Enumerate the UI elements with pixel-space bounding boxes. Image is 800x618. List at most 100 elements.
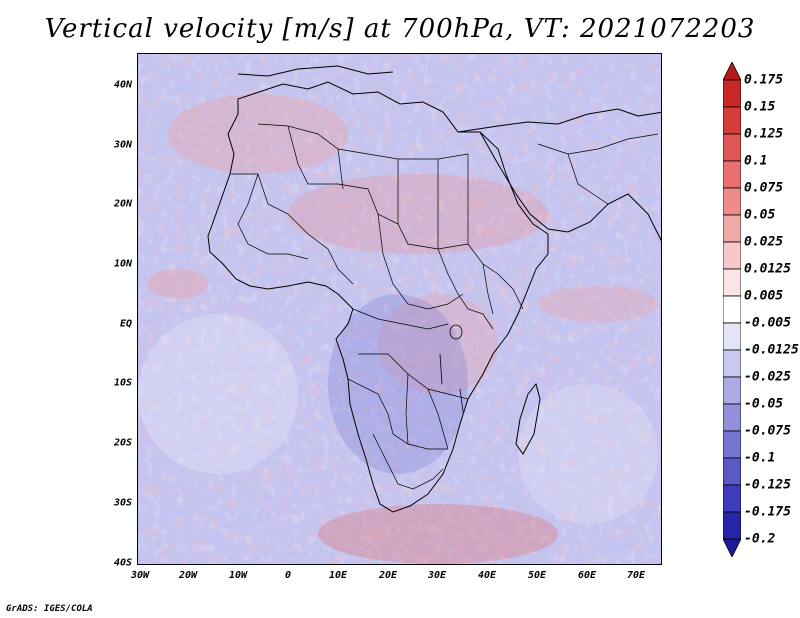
colorbar-label: -0.0125: [744, 342, 799, 358]
lon-label-50e: 50E: [527, 570, 547, 581]
border: [358, 353, 469, 400]
colorbar-cell: [723, 430, 741, 459]
region-ascent-south: [318, 504, 558, 564]
arabia-coastline: [479, 131, 661, 242]
border: [405, 373, 409, 445]
colorbar-label: 0.05: [744, 207, 776, 223]
lat-label-20n: 20N: [113, 198, 132, 210]
lon-label-10w: 10W: [228, 570, 248, 581]
colorbar-cell: [723, 349, 741, 378]
lat-label-30s: 30S: [113, 497, 132, 509]
colorbar-cell: [723, 457, 741, 486]
colorbar-label: 0.025: [744, 234, 784, 250]
lat-label-10n: 10N: [113, 258, 132, 270]
border: [377, 213, 464, 310]
colorbar-cell: [723, 160, 741, 189]
border: [567, 153, 609, 205]
lon-label-40e: 40E: [477, 570, 497, 581]
colorbar-cell: [723, 133, 741, 162]
colorbar-label: 0.005: [744, 288, 784, 304]
lon-label-0: 0: [284, 570, 292, 581]
footer-credit: GrADS: IGES/COLA: [6, 604, 93, 614]
field-neutral-texture: [138, 54, 661, 564]
country-borders: [230, 123, 659, 490]
region-ascent-nw: [168, 94, 348, 174]
region-ascent-indian: [538, 286, 658, 322]
colorbar-label: -0.005: [744, 315, 791, 331]
lake-malawi: [459, 388, 464, 413]
lon-label-60e: 60E: [577, 570, 597, 581]
colorbar-cell: [723, 62, 741, 81]
colorbar-cell: [723, 322, 741, 351]
border: [337, 148, 469, 250]
border: [237, 173, 309, 260]
lat-label-10s: 10S: [113, 377, 132, 389]
lakes: [439, 324, 464, 413]
lat-label-40n: 40N: [113, 79, 132, 91]
madagascar-coastline: [515, 382, 541, 455]
lake-victoria: [449, 324, 463, 340]
colorbar-label: 0.0125: [744, 261, 791, 277]
colorbar-cell: [723, 268, 741, 297]
border: [347, 378, 448, 450]
region-ascent-central: [378, 294, 498, 394]
africa-coastline: [207, 81, 549, 513]
colorbar-label: 0.1: [744, 153, 768, 169]
lon-label-10e: 10E: [328, 570, 348, 581]
border: [482, 263, 524, 315]
lon-label-20w: 20W: [178, 570, 198, 581]
colorbar-label: 0.125: [744, 126, 784, 142]
colorbar-label: -0.075: [744, 423, 791, 439]
map-plot-area: [137, 53, 662, 565]
colorbar-cell: [723, 403, 741, 432]
region-neutral-indian: [518, 384, 658, 524]
region-ascent-atlantic: [148, 269, 208, 299]
region-ascent-sahel: [288, 174, 548, 254]
border: [437, 248, 494, 330]
border: [257, 123, 469, 160]
colorbar-cell: [723, 79, 741, 108]
lat-label-eq: EQ: [119, 318, 132, 330]
colorbar-label: -0.025: [744, 369, 791, 385]
border: [230, 173, 354, 285]
region-descent-south-africa: [328, 294, 468, 474]
mideast-coastline: [457, 108, 661, 133]
colorbar-label: 0.15: [744, 99, 776, 115]
colorbar-cell: [723, 241, 741, 270]
colorbar-label: -0.1: [744, 450, 776, 466]
coastlines: [207, 65, 661, 513]
colorbar-cell: [723, 187, 741, 216]
colorbar-cell: [723, 511, 741, 540]
lon-label-20e: 20E: [378, 570, 398, 581]
lat-label-40s: 40S: [113, 557, 132, 569]
colorbar-cell: [723, 538, 741, 557]
colorbar-label: -0.2: [744, 531, 776, 547]
border: [437, 154, 499, 275]
colorbar-cell: [723, 214, 741, 243]
colorbar-label: 0.175: [744, 72, 784, 88]
lat-label-30n: 30N: [113, 139, 132, 151]
colorbar-cell: [723, 295, 741, 324]
colorbar-label: -0.175: [744, 504, 791, 520]
lon-label-30e: 30E: [427, 570, 447, 581]
colorbar-cell: [723, 376, 741, 405]
border: [427, 388, 449, 450]
lon-label-70e: 70E: [626, 570, 646, 581]
colorbar-cells: [723, 62, 741, 557]
border: [372, 433, 444, 490]
colorbar-label: 0.075: [744, 180, 784, 196]
lat-label-20s: 20S: [113, 437, 132, 449]
border: [537, 133, 659, 155]
colorbar-label: -0.125: [744, 477, 791, 493]
lon-label-30w: 30W: [130, 570, 150, 581]
border: [352, 308, 449, 330]
colorbar: [723, 62, 741, 557]
colorbar-label: -0.05: [744, 396, 784, 412]
vertical-velocity-field: [138, 54, 661, 564]
map-title: Vertical velocity [m/s] at 700hPa, VT: 2…: [44, 14, 756, 44]
europe-coastline: [237, 65, 394, 77]
colorbar-cell: [723, 484, 741, 513]
lake-tanganyika: [439, 353, 443, 385]
region-neutral-atlantic: [138, 314, 298, 474]
colorbar-cell: [723, 106, 741, 135]
